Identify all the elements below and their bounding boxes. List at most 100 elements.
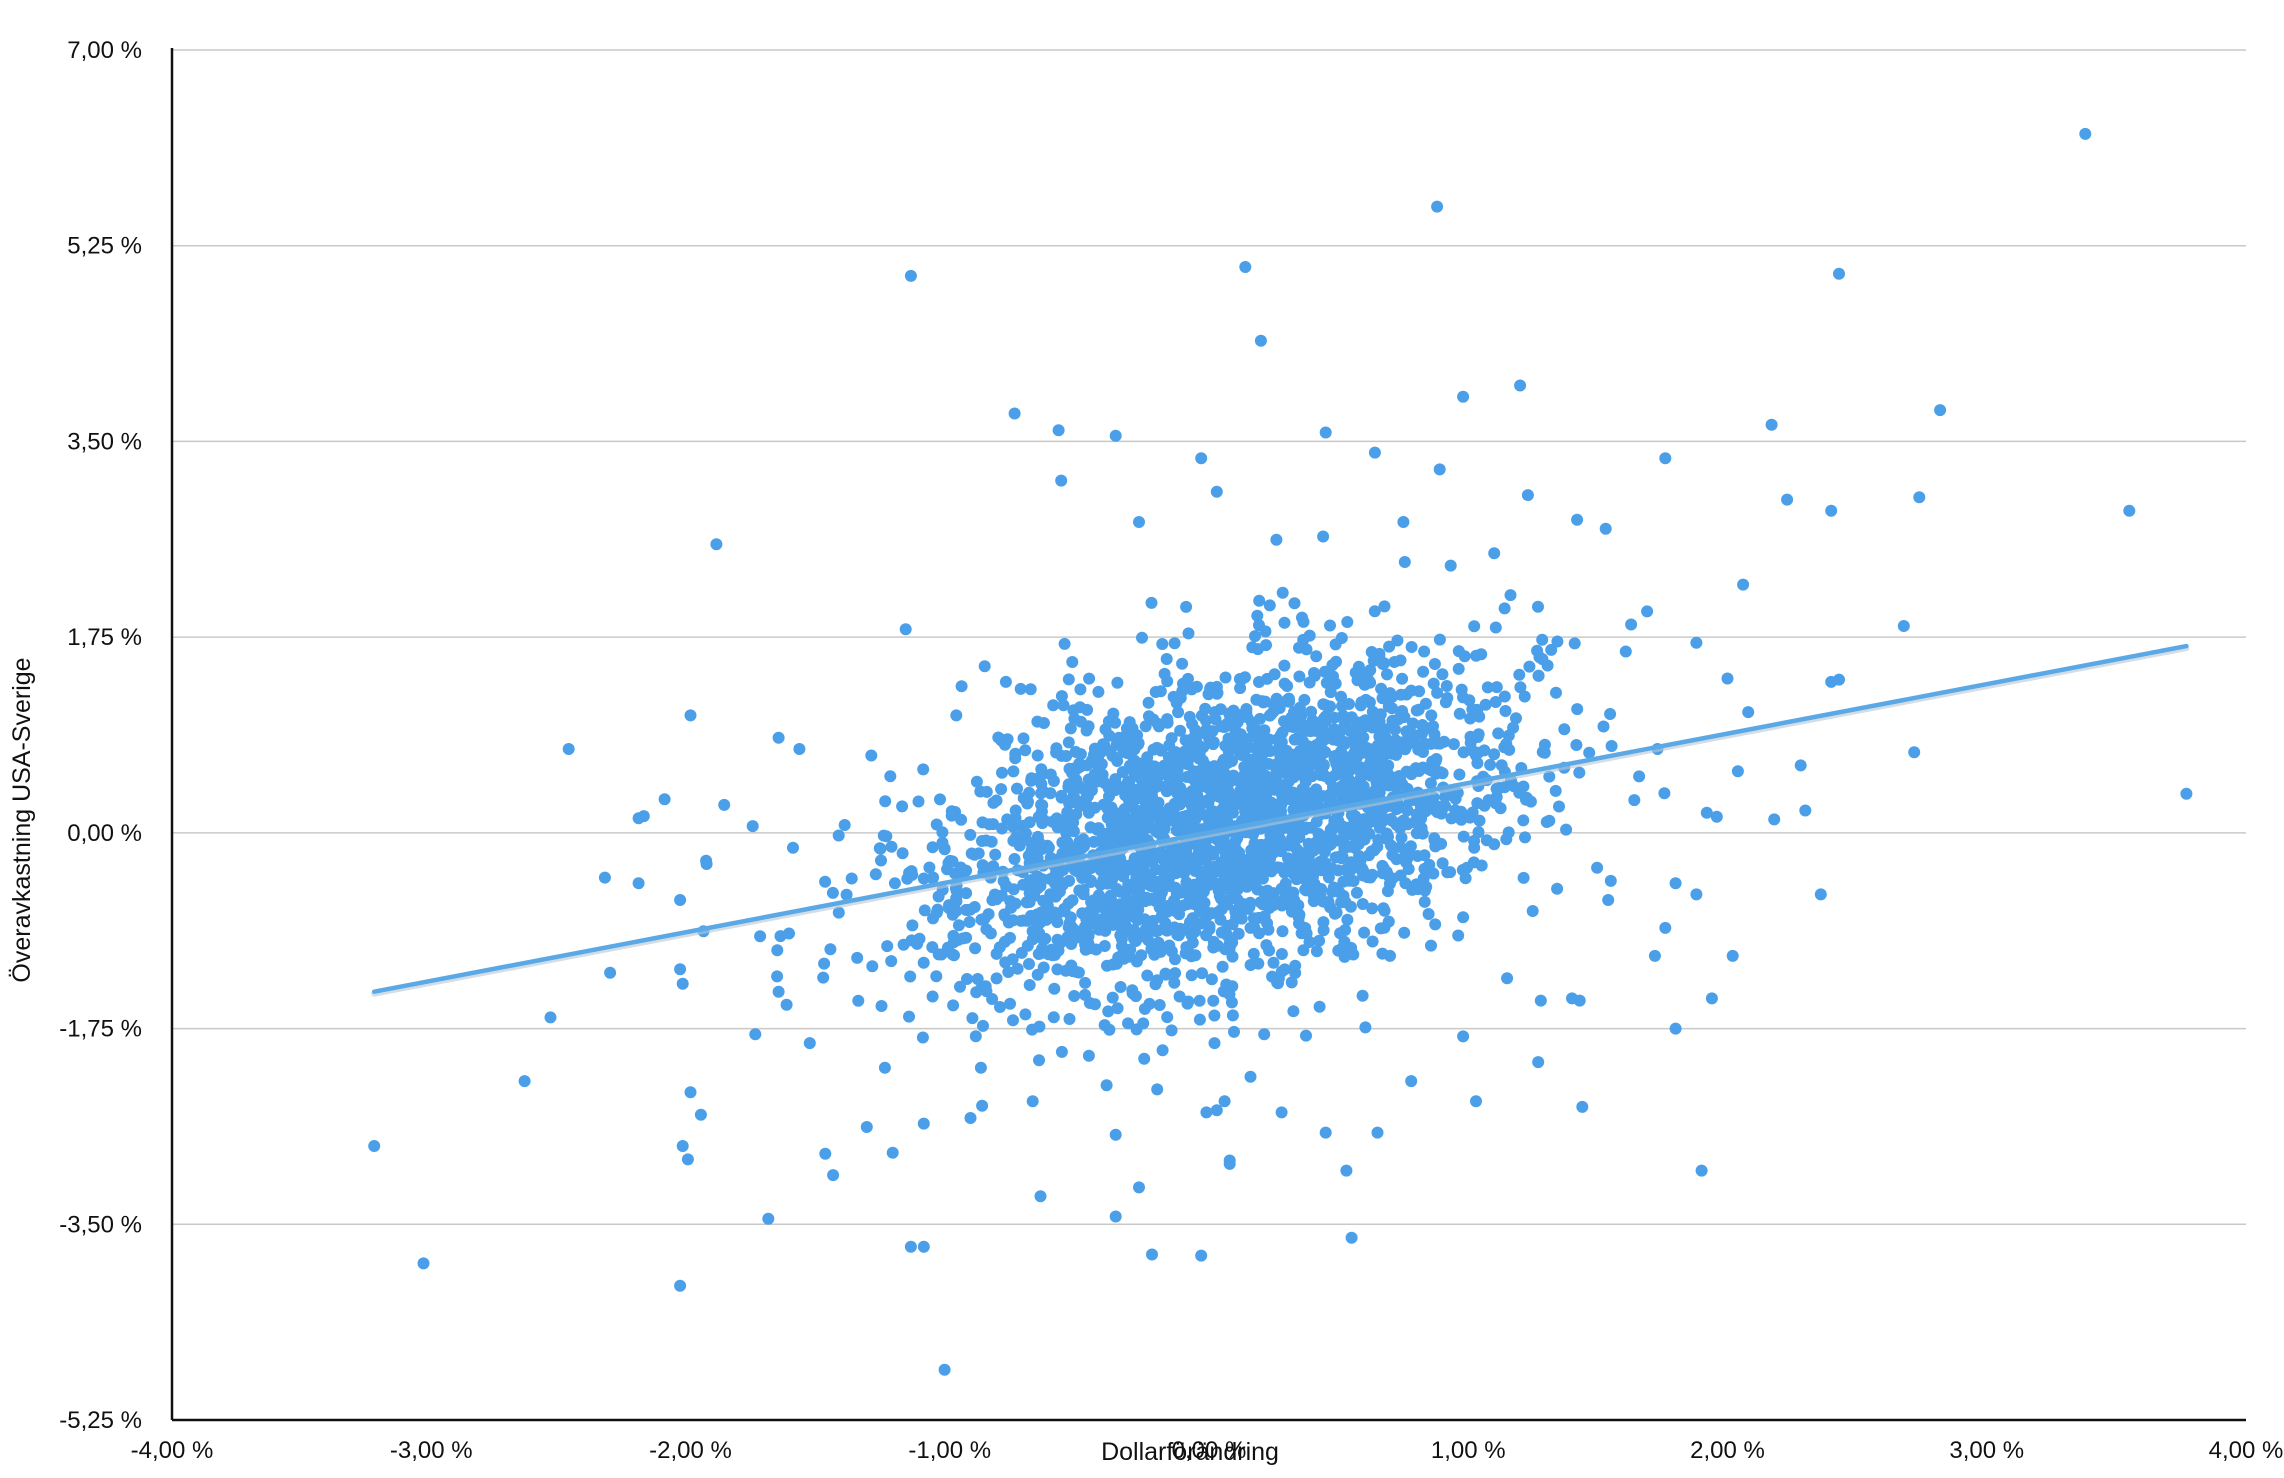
- data-point: [1415, 812, 1428, 825]
- data-point: [963, 916, 976, 928]
- data-point: [1197, 741, 1210, 754]
- data-point: [884, 770, 897, 783]
- data-point: [1260, 788, 1273, 801]
- data-point: [1833, 267, 1845, 280]
- data-point: [917, 956, 930, 969]
- data-point: [1297, 615, 1310, 628]
- data-point: [1376, 947, 1389, 960]
- data-point: [1262, 923, 1275, 936]
- data-point: [888, 877, 901, 890]
- data-point: [1340, 1164, 1353, 1177]
- data-point: [1202, 688, 1215, 701]
- data-point: [2123, 504, 2136, 517]
- data-point: [927, 912, 939, 925]
- data-point: [1126, 814, 1139, 827]
- data-point: [1690, 636, 1703, 649]
- data-point: [1094, 746, 1107, 759]
- data-point: [1297, 794, 1310, 807]
- data-point: [1219, 671, 1232, 684]
- data-point: [1112, 731, 1125, 744]
- data-point: [818, 957, 831, 970]
- data-point: [986, 993, 999, 1005]
- y-tick-label: 3,50 %: [67, 428, 142, 455]
- data-point: [1453, 707, 1466, 720]
- data-point: [1240, 703, 1253, 715]
- data-point: [1238, 760, 1251, 773]
- data-point: [1169, 953, 1181, 966]
- data-point: [1293, 641, 1305, 654]
- data-point: [1180, 898, 1193, 911]
- data-point: [1189, 865, 1202, 877]
- data-point: [1293, 917, 1305, 930]
- data-point: [824, 943, 837, 956]
- data-point: [1427, 867, 1440, 880]
- data-point: [1401, 852, 1414, 865]
- data-point: [1359, 720, 1372, 733]
- data-point: [1099, 723, 1112, 736]
- data-point: [1066, 766, 1078, 779]
- data-point: [954, 980, 966, 993]
- data-point: [1275, 1106, 1288, 1119]
- data-point: [1381, 668, 1393, 681]
- data-point: [964, 828, 977, 841]
- data-point: [1026, 1023, 1039, 1036]
- data-point: [1398, 926, 1411, 939]
- data-point: [783, 927, 795, 940]
- data-point: [906, 919, 919, 932]
- data-point: [1063, 874, 1076, 887]
- data-point: [947, 936, 960, 949]
- data-point: [1276, 586, 1289, 599]
- data-point: [1355, 817, 1368, 829]
- data-point: [1480, 834, 1493, 847]
- data-point: [1396, 672, 1409, 685]
- data-point: [1833, 673, 1845, 686]
- data-point: [1322, 835, 1335, 848]
- data-point: [976, 1099, 989, 1112]
- data-point: [1173, 990, 1186, 1003]
- data-point: [1129, 990, 1142, 1003]
- data-point: [1455, 805, 1468, 818]
- data-point: [1628, 794, 1641, 807]
- data-point: [1230, 844, 1243, 857]
- data-point: [971, 973, 984, 985]
- data-point: [1330, 820, 1343, 832]
- data-point: [1825, 504, 1838, 517]
- data-point: [674, 894, 687, 906]
- data-point: [1069, 844, 1082, 857]
- data-point: [819, 1147, 832, 1160]
- data-point: [1319, 857, 1332, 869]
- data-point: [1145, 943, 1158, 956]
- data-point: [1260, 639, 1272, 652]
- data-point: [1412, 743, 1425, 756]
- data-point: [1023, 786, 1036, 799]
- data-point: [1023, 979, 1036, 991]
- data-point: [1583, 746, 1596, 759]
- data-point: [1350, 886, 1363, 899]
- data-point: [1514, 379, 1527, 392]
- data-point: [1220, 838, 1233, 851]
- data-point: [1452, 645, 1465, 658]
- data-point: [1364, 676, 1377, 689]
- data-point: [1488, 748, 1501, 761]
- data-point: [1814, 888, 1827, 901]
- data-point: [1395, 688, 1407, 701]
- data-point: [1501, 972, 1514, 985]
- data-point: [1395, 831, 1408, 844]
- data-point: [1071, 931, 1084, 944]
- data-point: [1177, 842, 1190, 855]
- data-point: [1576, 1100, 1589, 1113]
- data-point: [1710, 810, 1723, 823]
- data-point: [1332, 728, 1345, 741]
- data-point: [1597, 720, 1610, 733]
- data-point: [1265, 708, 1278, 721]
- data-point: [1109, 1128, 1122, 1141]
- data-point: [1141, 969, 1154, 982]
- data-point: [1110, 882, 1123, 895]
- data-point: [1287, 868, 1300, 881]
- y-tick-label: 7,00 %: [67, 37, 142, 64]
- data-point: [999, 675, 1012, 688]
- data-point: [1464, 730, 1477, 743]
- data-point: [1366, 935, 1379, 948]
- data-point: [1551, 635, 1564, 648]
- data-point: [1239, 261, 1252, 273]
